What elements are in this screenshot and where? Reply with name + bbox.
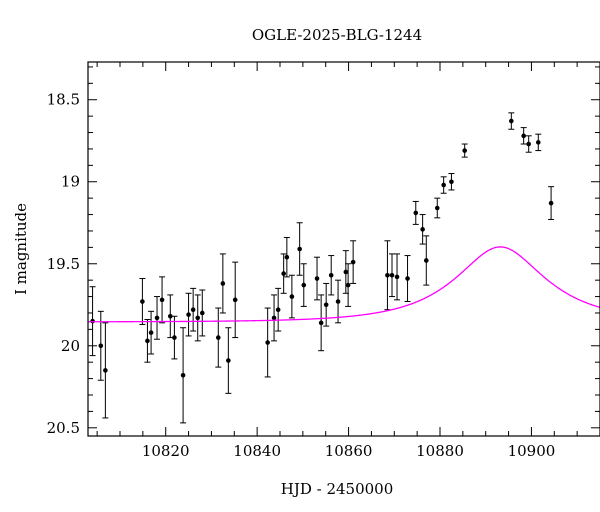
data-point (385, 272, 390, 278)
data-point (462, 148, 467, 153)
y-axis-label: I magnitude (12, 203, 30, 295)
model-curve (88, 246, 600, 323)
data-point (271, 315, 277, 321)
data-point (423, 258, 429, 263)
data-point (215, 335, 221, 340)
data-point (526, 141, 531, 147)
data-point (535, 140, 541, 145)
data-point (265, 340, 270, 345)
data-point (180, 373, 186, 378)
data-point (154, 315, 160, 321)
data-point (232, 297, 238, 303)
data-point (148, 330, 154, 335)
data-point (548, 200, 554, 206)
data-point (297, 246, 302, 252)
data-point (98, 343, 104, 349)
data-point (281, 271, 286, 276)
data-point (314, 276, 320, 281)
x-tick-label: 10880 (416, 442, 464, 460)
data-point (323, 302, 329, 308)
data-point (449, 179, 454, 185)
data-point (335, 299, 341, 304)
y-tick-label: 20 (61, 337, 80, 355)
y-tick-label: 20.5 (47, 419, 80, 437)
data-point (350, 259, 356, 265)
x-tick-labels: 10820 10840 10860 10880 10900 (142, 442, 555, 460)
y-tick-label: 18.5 (47, 91, 80, 109)
y-tick-label: 19.5 (47, 255, 80, 273)
data-point (318, 320, 324, 326)
data-point (190, 307, 196, 312)
data-point (186, 312, 191, 317)
x-tick-label: 10820 (142, 442, 190, 460)
x-tick-label: 10840 (233, 442, 281, 460)
data-point (328, 272, 334, 278)
data-point (289, 294, 295, 299)
data-point (284, 254, 290, 260)
data-point (140, 299, 145, 304)
axis-ticks (88, 62, 600, 436)
plot-frame (87, 61, 600, 437)
data-point (405, 276, 410, 281)
y-tick-label: 19 (61, 173, 80, 191)
x-tick-label: 10860 (325, 442, 373, 460)
data-point (420, 227, 425, 232)
data-point (172, 335, 177, 340)
data-point (220, 281, 226, 286)
error-bars (89, 112, 555, 424)
data-point (345, 282, 351, 288)
data-point (434, 205, 440, 211)
data-point (159, 297, 165, 303)
data-point (195, 315, 201, 321)
chart-title: OGLE-2025-BLG-1244 (252, 26, 422, 44)
y-tick-labels: 18.5 19 19.5 20 20.5 (47, 91, 80, 437)
data-point (509, 118, 514, 124)
data-point (199, 310, 205, 316)
data-point (413, 210, 419, 216)
data-point (301, 282, 307, 288)
data-point (145, 338, 150, 344)
data-point (167, 313, 173, 319)
data-points (90, 118, 554, 378)
data-point (275, 307, 281, 312)
data-point (394, 274, 400, 280)
data-point (226, 358, 231, 363)
data-point (441, 182, 446, 188)
data-point (389, 272, 395, 278)
data-point (521, 133, 526, 139)
x-axis-label: HJD - 2450000 (281, 480, 394, 498)
x-tick-label: 10900 (508, 442, 556, 460)
data-point (103, 368, 108, 373)
data-point (343, 269, 349, 275)
